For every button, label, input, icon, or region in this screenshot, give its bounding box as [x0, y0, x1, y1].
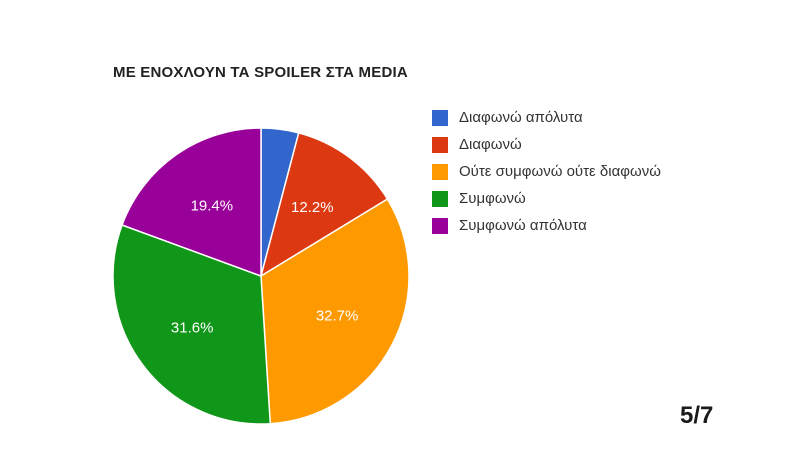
- legend-label: Συμφωνώ: [459, 190, 526, 207]
- legend-item-strongly-agree: Συμφωνώ απόλυτα: [432, 212, 661, 239]
- data-label-strongly-agree: 19.4%: [191, 198, 234, 215]
- legend-item-disagree: Διαφωνώ: [432, 131, 661, 158]
- data-label-disagree: 12.2%: [291, 199, 334, 216]
- pie-slice-neutral: [260, 198, 410, 425]
- chart-title: ΜΕ ΕΝΟΧΛΟΥΝ ΤΑ SPOILER ΣΤΑ MEDIA: [113, 64, 408, 81]
- legend-swatch: [432, 217, 448, 234]
- legend-label: Διαφωνώ απόλυτα: [459, 109, 583, 126]
- data-label-agree: 31.6%: [171, 319, 214, 336]
- legend-item-neutral: Ούτε συμφωνώ ούτε διαφωνώ: [432, 158, 661, 185]
- chart-legend: Διαφωνώ απόλυτα Διαφωνώ Ούτε συμφωνώ ούτ…: [432, 104, 661, 239]
- legend-label: Διαφωνώ: [459, 136, 522, 153]
- pie-slice-agree: [112, 224, 272, 425]
- page-counter: 5/7: [680, 402, 714, 429]
- data-label-neutral: 32.7%: [316, 308, 359, 325]
- legend-swatch: [432, 109, 448, 126]
- pie-slice-strongly-agree: [121, 127, 262, 278]
- legend-label: Συμφωνώ απόλυτα: [459, 217, 587, 234]
- legend-swatch: [432, 136, 448, 153]
- pie-slice-disagree: [259, 131, 389, 278]
- legend-swatch: [432, 163, 448, 180]
- legend-item-agree: Συμφωνώ: [432, 185, 661, 212]
- legend-item-strongly-disagree: Διαφωνώ απόλυτα: [432, 104, 661, 131]
- legend-label: Ούτε συμφωνώ ούτε διαφωνώ: [459, 163, 661, 180]
- legend-swatch: [432, 190, 448, 207]
